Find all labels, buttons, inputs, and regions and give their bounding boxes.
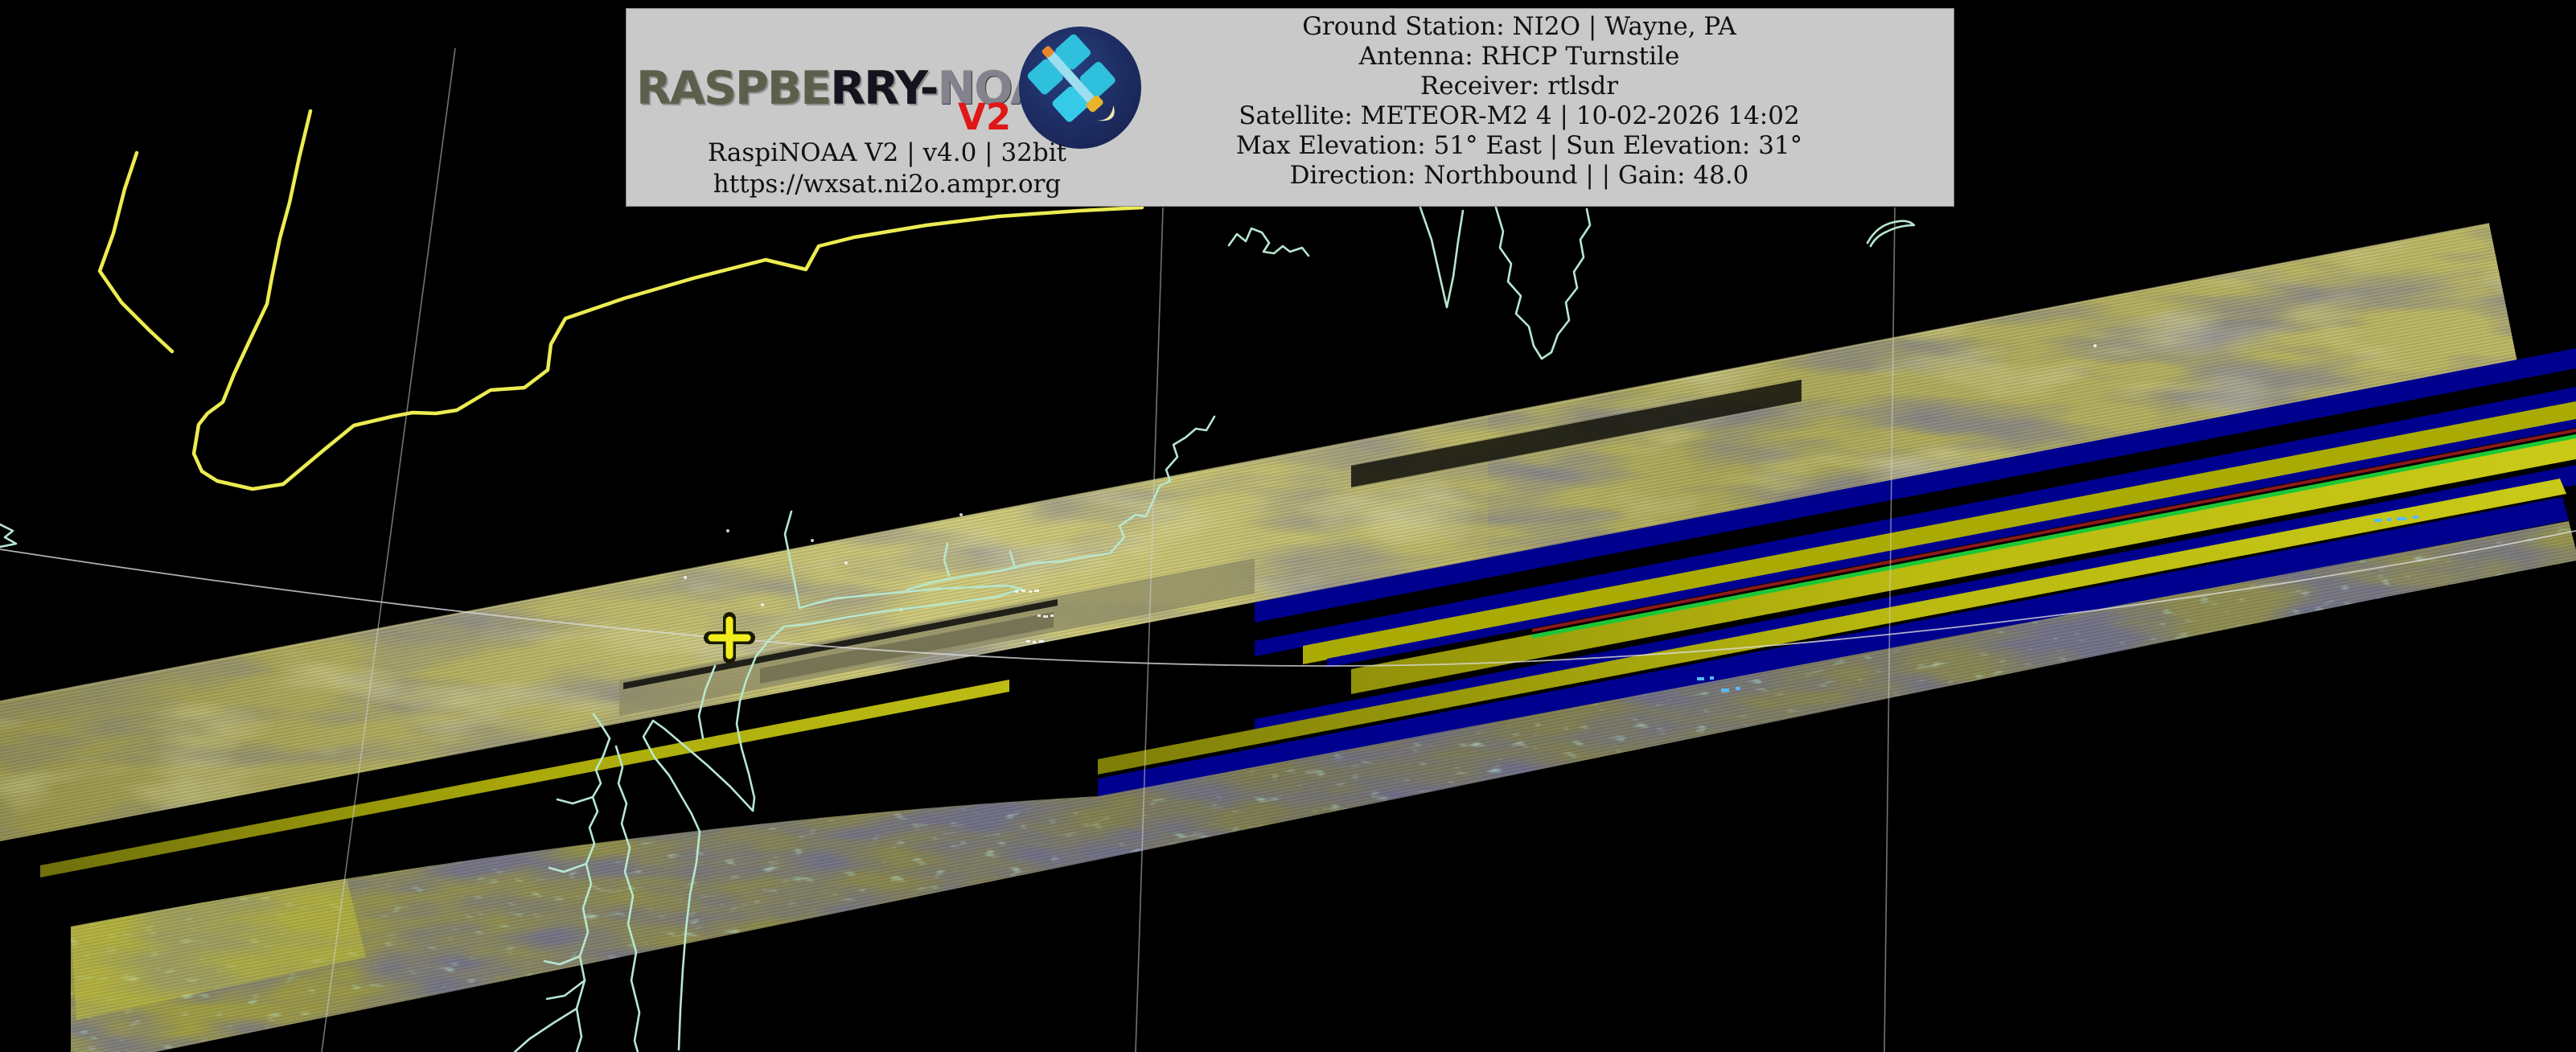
swath-top-edge-highlight bbox=[0, 223, 2490, 702]
software-version-line: RaspiNOAA V2 | v4.0 | 32bit bbox=[707, 138, 1067, 167]
navy-stripe bbox=[1098, 497, 2569, 802]
green-noise-line bbox=[1532, 434, 2576, 639]
pass-details: Ground Station: NI2O | Wayne, PA Antenna… bbox=[1198, 12, 1841, 191]
coastline-potomac bbox=[513, 1007, 578, 1052]
gray-noise-shelf bbox=[619, 558, 1255, 716]
logo-wordmark-seg1: RASPBE bbox=[636, 62, 832, 115]
logo-wordmark: RASPBERRY-NOAA bbox=[636, 62, 1079, 115]
graticule-lines bbox=[321, 47, 1896, 1052]
satellite-line: Satellite: METEOR-M2 4 | 10-02-2026 14:0… bbox=[1239, 101, 1800, 130]
map-label-specks bbox=[1015, 590, 1054, 643]
coastline-chesapeake-east bbox=[614, 745, 641, 1052]
yellow-streak bbox=[40, 680, 1009, 877]
border-lake-ontario bbox=[191, 109, 1144, 491]
satellite-logo-icon bbox=[1019, 27, 1141, 149]
ground-station-line: Ground Station: NI2O | Wayne, PA bbox=[1302, 12, 1736, 41]
elevation-line: Max Elevation: 51° East | Sun Elevation:… bbox=[1235, 131, 1803, 160]
red-noise-line bbox=[1532, 429, 2576, 632]
satellite-icon-art bbox=[1027, 34, 1115, 122]
coastline-left-edge bbox=[0, 523, 18, 549]
coastline-ct-river bbox=[943, 542, 1017, 577]
direction-gain-line: Direction: Northbound | | Gain: 48.0 bbox=[1289, 161, 1749, 190]
station-cross-marker bbox=[704, 612, 755, 664]
yellow-stripe bbox=[1303, 401, 2576, 664]
navy-stripe bbox=[1255, 348, 2576, 623]
lake-borders bbox=[97, 109, 1144, 491]
coastline-nj-inland-river bbox=[697, 664, 717, 740]
coastline-susquehanna bbox=[592, 713, 611, 740]
coastline-delmarva-atlantic bbox=[677, 830, 701, 1051]
dropout-slash bbox=[1351, 380, 1802, 487]
station-url-line: https://wxsat.ni2o.ampr.org bbox=[713, 170, 1062, 199]
logo-wordmark-seg2: RRY- bbox=[830, 62, 939, 115]
meridian-line bbox=[1884, 207, 1896, 1052]
receiver-line: Receiver: rtlsdr bbox=[1419, 72, 1619, 101]
coastline-maine-islands bbox=[1227, 227, 1310, 257]
coastline-maine-coast bbox=[1494, 206, 1592, 360]
coastline-chesapeake-arms bbox=[543, 795, 594, 1001]
coastline-nyc-nj bbox=[735, 625, 786, 812]
black-noise-line bbox=[623, 599, 1058, 689]
yellow-stripe bbox=[1351, 434, 2576, 694]
navy-stripe bbox=[1255, 387, 2576, 656]
logo-version-badge: V2 bbox=[958, 96, 1012, 138]
coastline-new-england bbox=[906, 415, 1216, 591]
coastline-maine-bay bbox=[1419, 206, 1465, 309]
border-lake-erie bbox=[97, 150, 175, 354]
latitude-line bbox=[0, 530, 2576, 667]
meridian-line bbox=[321, 47, 456, 1052]
navy-stripe bbox=[1327, 419, 2576, 668]
coastlines bbox=[0, 206, 1916, 1052]
coastline-long-island-north bbox=[835, 584, 1023, 600]
coastline-delaware-bay bbox=[642, 719, 754, 833]
coastline-cape-cod bbox=[1866, 220, 1916, 248]
coastline-li-sound bbox=[798, 597, 838, 610]
raspberry-noaa-logo: RASPBERRY-NOAA V2 RaspiNOAA V2 | v4.0 | … bbox=[630, 9, 1152, 208]
antenna-line: Antenna: RHCP Turnstile bbox=[1358, 42, 1680, 71]
station-software-info: RaspiNOAA V2 | v4.0 | 32bit https://wxsa… bbox=[630, 138, 1144, 200]
noise-stripes bbox=[40, 348, 2576, 877]
info-banner: RASPBERRY-NOAA V2 RaspiNOAA V2 | v4.0 | … bbox=[626, 8, 1954, 207]
telemetry-glyphs bbox=[1697, 516, 2418, 692]
coastline-long-island-south bbox=[783, 587, 1023, 628]
meridian-line bbox=[1135, 207, 1164, 1052]
coastline-hudson-river bbox=[783, 510, 801, 610]
yellow-top-streak bbox=[1098, 479, 2566, 775]
